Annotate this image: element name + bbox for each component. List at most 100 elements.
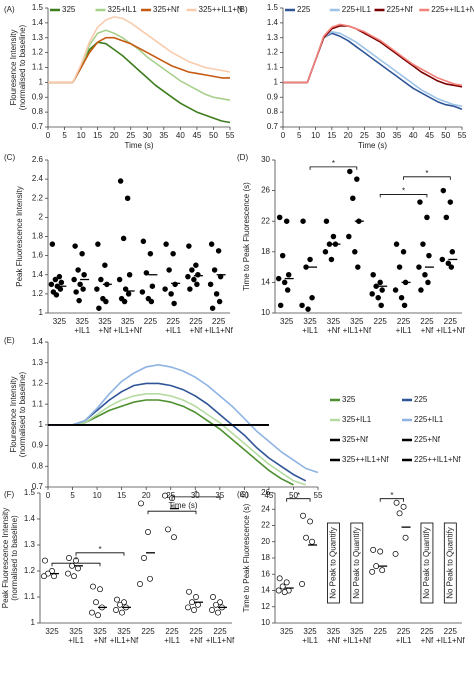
- data-point: [369, 568, 376, 575]
- x-tick-label: 325: [327, 627, 341, 636]
- x-tick-label: 325: [98, 317, 112, 326]
- data-point: [300, 512, 307, 519]
- x-tick-label: 30: [143, 131, 152, 140]
- series-line: [48, 29, 231, 101]
- data-point: [77, 281, 83, 288]
- data-point: [305, 306, 311, 312]
- y-axis-label: Time to Peak Fluorescence (s): [242, 503, 251, 612]
- significance-bracket: [379, 194, 428, 198]
- x-tick-label: +IL1+Nf: [343, 326, 372, 335]
- x-axis-label: Time (s): [168, 501, 197, 510]
- data-point: [209, 607, 215, 613]
- data-point: [377, 279, 383, 286]
- legend-label: 225++IL1+Nf: [414, 455, 461, 464]
- data-point: [217, 599, 223, 606]
- y-tick-label: 10: [261, 308, 270, 317]
- y-axis-label: Time to Peak Fluorescence (s): [242, 182, 251, 291]
- x-tick-label: 225: [397, 317, 411, 326]
- data-point: [279, 583, 286, 590]
- y-tick-label: 0.8: [32, 107, 44, 116]
- data-point: [448, 264, 455, 270]
- data-point: [277, 302, 284, 309]
- data-point: [422, 272, 428, 278]
- y-tick-label: 1.1: [267, 63, 279, 72]
- y-tick-label: 0.7: [267, 122, 279, 131]
- data-point: [95, 241, 101, 247]
- x-axis-label: Time (s): [358, 141, 387, 150]
- data-point: [71, 573, 77, 580]
- data-point: [114, 596, 120, 603]
- x-axis-label: Time (s): [124, 141, 153, 150]
- data-point: [417, 199, 423, 205]
- x-tick-label: +IL1: [396, 636, 412, 645]
- data-point: [322, 249, 329, 255]
- data-point: [346, 233, 352, 240]
- x-tick-label: 225: [189, 627, 203, 636]
- significance-bracket: [286, 498, 311, 502]
- data-point: [145, 529, 151, 535]
- data-point: [373, 283, 379, 289]
- y-tick-label: 1.2: [267, 48, 279, 57]
- x-tick-label: 325: [303, 317, 317, 326]
- data-point: [285, 272, 292, 278]
- series-line: [48, 399, 294, 486]
- panel-label: (E): [4, 336, 15, 345]
- data-point: [303, 264, 309, 270]
- data-point: [41, 573, 47, 580]
- x-tick-label: 10: [77, 131, 86, 140]
- data-point: [420, 241, 426, 247]
- x-tick-label: +IL1: [165, 326, 181, 335]
- x-tick-label: +IL1+Nf: [204, 326, 233, 335]
- data-point: [102, 262, 108, 268]
- x-tick-label: 225: [212, 317, 226, 326]
- data-point: [75, 267, 81, 273]
- y-tick-label: 14: [261, 586, 270, 595]
- y-tick-label: 1.3: [267, 33, 279, 42]
- y-tick-label: 1.4: [32, 270, 44, 279]
- x-tick-label: 225: [189, 317, 203, 326]
- y-tick-label: 0.8: [32, 461, 44, 470]
- data-point: [139, 289, 146, 295]
- y-tick-label: 2.2: [32, 193, 44, 202]
- x-tick-label: 225: [374, 627, 388, 636]
- data-point: [418, 287, 424, 293]
- data-point: [379, 567, 386, 574]
- x-tick-label: +IL1: [302, 636, 318, 645]
- data-point: [443, 214, 450, 221]
- data-point: [191, 607, 197, 613]
- x-tick-label: 5: [70, 491, 75, 500]
- data-point: [283, 218, 290, 224]
- y-tick-label: 1.3: [32, 358, 44, 367]
- y-tick-label: 26: [261, 488, 270, 497]
- x-tick-label: 35: [159, 131, 168, 140]
- data-point: [393, 499, 400, 506]
- x-tick-label: 45: [264, 491, 273, 500]
- series-line: [48, 16, 231, 84]
- series-line: [48, 36, 230, 84]
- legend-label: 225+Nf: [387, 5, 414, 14]
- data-point: [355, 264, 361, 270]
- x-tick-label: 0: [281, 131, 286, 140]
- series-line: [48, 393, 306, 486]
- data-point: [347, 168, 353, 175]
- note-text: No Peak to Quantify: [352, 527, 361, 599]
- data-point: [373, 563, 380, 570]
- data-point: [186, 243, 192, 249]
- x-tick-label: +Nf: [421, 326, 434, 335]
- data-point: [52, 276, 59, 283]
- data-point: [96, 305, 102, 311]
- data-point: [379, 287, 385, 293]
- data-point: [57, 286, 64, 292]
- significance-label: *: [170, 503, 173, 512]
- y-axis-label: Peak Fluorescence Intensity: [15, 186, 24, 287]
- data-point: [396, 510, 403, 517]
- data-point: [393, 241, 400, 247]
- x-tick-label: 0: [46, 491, 51, 500]
- x-tick-label: 225: [141, 627, 155, 636]
- significance-bracket: [51, 562, 101, 567]
- x-tick-label: 225: [420, 317, 434, 326]
- y-tick-label: 1.8: [32, 232, 44, 241]
- data-point: [392, 287, 399, 293]
- x-tick-label: 55: [314, 491, 323, 500]
- data-point: [147, 250, 154, 257]
